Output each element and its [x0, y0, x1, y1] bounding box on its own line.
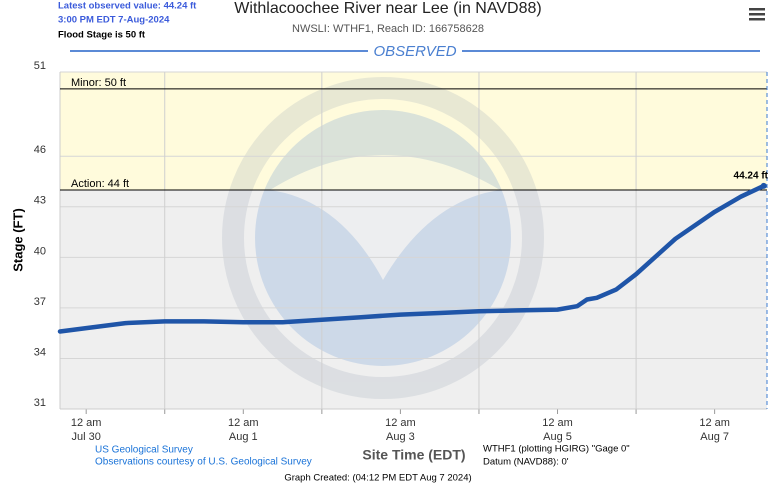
section-label: OBSERVED: [373, 43, 456, 60]
watermark: [222, 77, 544, 399]
watermark-ring: [222, 77, 544, 399]
x-tick-label: Aug 1: [229, 431, 258, 443]
y-tick-label: 37: [34, 296, 46, 308]
x-tick-label: Aug 5: [543, 431, 572, 443]
menu-bar: [749, 18, 765, 21]
chart-title: Withlacoochee River near Lee (in NAVD88): [234, 0, 541, 17]
y-tick-label: 51: [34, 60, 46, 72]
y-tick-label: 46: [34, 144, 46, 156]
created-note: Graph Created: (04:12 PM EDT Aug 7 2024): [284, 473, 471, 484]
y-tick-label: 34: [34, 346, 46, 358]
latest-value: Latest observed value: 44.24 ft: [58, 1, 197, 12]
latest-time: 3:00 PM EDT 7-Aug-2024: [58, 15, 170, 26]
gage-line: Datum (NAVD88): 0': [483, 457, 569, 468]
value-label: 44.24 ft: [734, 171, 769, 182]
y-tick-label: 31: [34, 397, 46, 409]
threshold-label: Minor: 50 ft: [71, 77, 126, 89]
x-tick-label: 12 am: [228, 417, 259, 429]
flood-band: [60, 72, 767, 190]
series-line: [57, 183, 766, 334]
watermark-disc: [255, 110, 511, 366]
menu-bar: [749, 13, 765, 16]
x-tick-label: 12 am: [699, 417, 730, 429]
y-tick-label: 43: [34, 195, 46, 207]
gage-line: WTHF1 (plotting HGIRG) "Gage 0": [483, 444, 630, 455]
x-axis-label: Site Time (EDT): [362, 447, 465, 463]
watermark-gull: [270, 155, 500, 280]
menu-button[interactable]: [746, 5, 768, 23]
y-tick-label: 40: [34, 245, 46, 257]
x-tick-label: 12 am: [542, 417, 573, 429]
x-tick-label: Aug 7: [700, 431, 729, 443]
x-tick-label: 12 am: [385, 417, 416, 429]
source-line: Observations courtesy of U.S. Geological…: [95, 457, 312, 468]
chart-subtitle: NWSLI: WTHF1, Reach ID: 166758628: [292, 23, 484, 35]
point: [760, 182, 767, 189]
x-tick-label: Jul 30: [72, 431, 101, 443]
plot: 31 34 37 40 43 46 51 12 am Jul 30 12 am Aug 1 12 am…: [34, 60, 769, 443]
threshold-label: Action: 44 ft: [71, 178, 129, 190]
flood-stage-note: Flood Stage is 50 ft: [58, 30, 146, 41]
x-tick-label: 12 am: [71, 417, 102, 429]
x-tick-label: Aug 3: [386, 431, 415, 443]
source-line: US Geological Survey: [95, 445, 193, 456]
y-axis-label: Stage (FT): [10, 208, 25, 272]
menu-bar: [749, 8, 765, 11]
